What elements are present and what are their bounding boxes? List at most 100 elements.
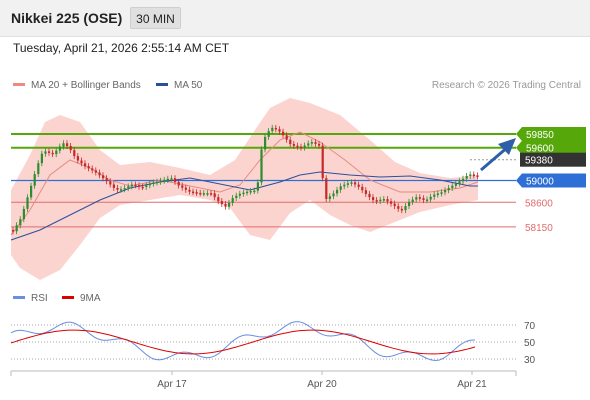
candle-body — [418, 197, 421, 199]
candle-body — [192, 191, 195, 194]
candle-body — [87, 166, 90, 169]
candle-body — [379, 199, 382, 202]
candle-body — [472, 174, 475, 176]
candle-body — [339, 186, 342, 190]
timeframe-button[interactable]: 30 MIN — [130, 7, 181, 29]
candle-body — [120, 189, 123, 191]
credit-text: Research © 2026 Trading Central — [431, 80, 581, 91]
candle-body — [224, 204, 227, 207]
x-axis-label: Apr 17 — [157, 379, 187, 390]
candle-body — [354, 182, 357, 185]
chart-header: Nikkei 225 (OSE) 30 MIN — [0, 0, 590, 37]
candle-body — [346, 183, 349, 185]
candle-body — [91, 168, 94, 171]
candle-body — [55, 150, 58, 155]
candle-body — [357, 184, 360, 187]
legend-rsi-label: RSI — [31, 293, 48, 304]
candle-body — [429, 196, 432, 200]
candle-body — [184, 187, 187, 190]
candle-body — [48, 151, 51, 153]
candle-body — [465, 176, 468, 179]
candle-body — [282, 131, 285, 136]
candle-body — [400, 208, 403, 211]
candle-body — [458, 181, 461, 184]
candle-body — [386, 199, 389, 202]
resistance-tag-59850 — [516, 127, 586, 141]
candle-body — [26, 197, 29, 209]
candle-body — [310, 142, 313, 144]
candle-body — [213, 193, 216, 198]
pivot-tag-59000 — [516, 173, 586, 188]
candle-body — [206, 193, 209, 195]
candle-body — [188, 189, 191, 192]
candle-body — [440, 192, 443, 194]
candle-body — [58, 146, 61, 151]
candle-body — [105, 178, 108, 182]
candle-body — [328, 196, 331, 199]
candle-body — [382, 199, 385, 201]
candle-body — [314, 142, 317, 144]
candle-body — [469, 174, 472, 176]
candle-body — [30, 185, 33, 198]
candle-body — [152, 182, 155, 184]
candle-body — [116, 187, 119, 190]
instrument-title: Nikkei 225 (OSE) — [11, 10, 123, 26]
candle-body — [76, 156, 79, 161]
candle-body — [19, 219, 22, 226]
legend-ma20-label: MA 20 + Bollinger Bands — [31, 80, 141, 91]
candle-body — [321, 145, 324, 179]
candle-body — [15, 225, 18, 232]
legend-rsi: RSI — [13, 293, 48, 304]
legend-ma50: MA 50 — [156, 80, 202, 91]
candle-body — [404, 206, 407, 211]
candle-body — [69, 146, 72, 151]
resistance-label-59600: 59600 — [526, 144, 554, 155]
candle-body — [210, 193, 213, 195]
candle-body — [40, 153, 43, 164]
ma50-line — [10, 171, 478, 241]
candle-body — [235, 195, 238, 198]
rsi-level-label-30: 30 — [524, 355, 536, 366]
candle-body — [397, 206, 400, 209]
candle-body — [166, 178, 169, 181]
candle-body — [80, 160, 83, 164]
candle-body — [202, 193, 205, 195]
ma20-line — [10, 131, 479, 236]
candle-body — [285, 135, 288, 140]
candle-body — [228, 202, 231, 207]
candle-body — [130, 184, 133, 187]
candle-body — [264, 136, 267, 150]
rsi-level-label-50: 50 — [524, 338, 536, 349]
candle-body — [271, 127, 274, 132]
resistance-label-59850: 59850 — [526, 130, 554, 141]
candle-body — [393, 203, 396, 207]
rsi-level-label-70: 70 — [524, 321, 536, 332]
candle-body — [303, 145, 306, 148]
candle-body — [433, 194, 436, 197]
candle-body — [102, 175, 105, 179]
candle-body — [84, 163, 87, 167]
candle-body — [325, 178, 328, 199]
current-price-label: 59380 — [525, 156, 553, 167]
candle-body — [415, 197, 418, 200]
candle-body — [426, 199, 429, 201]
legend-9ma: 9MA — [62, 293, 101, 304]
candle-body — [231, 198, 234, 203]
timestamp: Tuesday, April 21, 2026 2:55:14 AM CET — [13, 41, 230, 55]
rsi-swatch — [13, 295, 25, 299]
candle-body — [51, 152, 54, 155]
candle-body — [307, 143, 310, 146]
candle-body — [238, 193, 241, 196]
candle-body — [296, 145, 299, 148]
pivot-label-59000: 59000 — [526, 177, 554, 188]
candle-body — [256, 182, 259, 191]
candle-body — [332, 193, 335, 197]
candle-body — [436, 193, 439, 195]
resistance-tag-59600 — [516, 140, 586, 155]
candle-body — [181, 185, 184, 188]
current-price-tag — [520, 152, 586, 167]
support-label-58150: 58150 — [525, 223, 553, 234]
candle-body — [260, 149, 263, 183]
candle-body — [274, 127, 277, 130]
